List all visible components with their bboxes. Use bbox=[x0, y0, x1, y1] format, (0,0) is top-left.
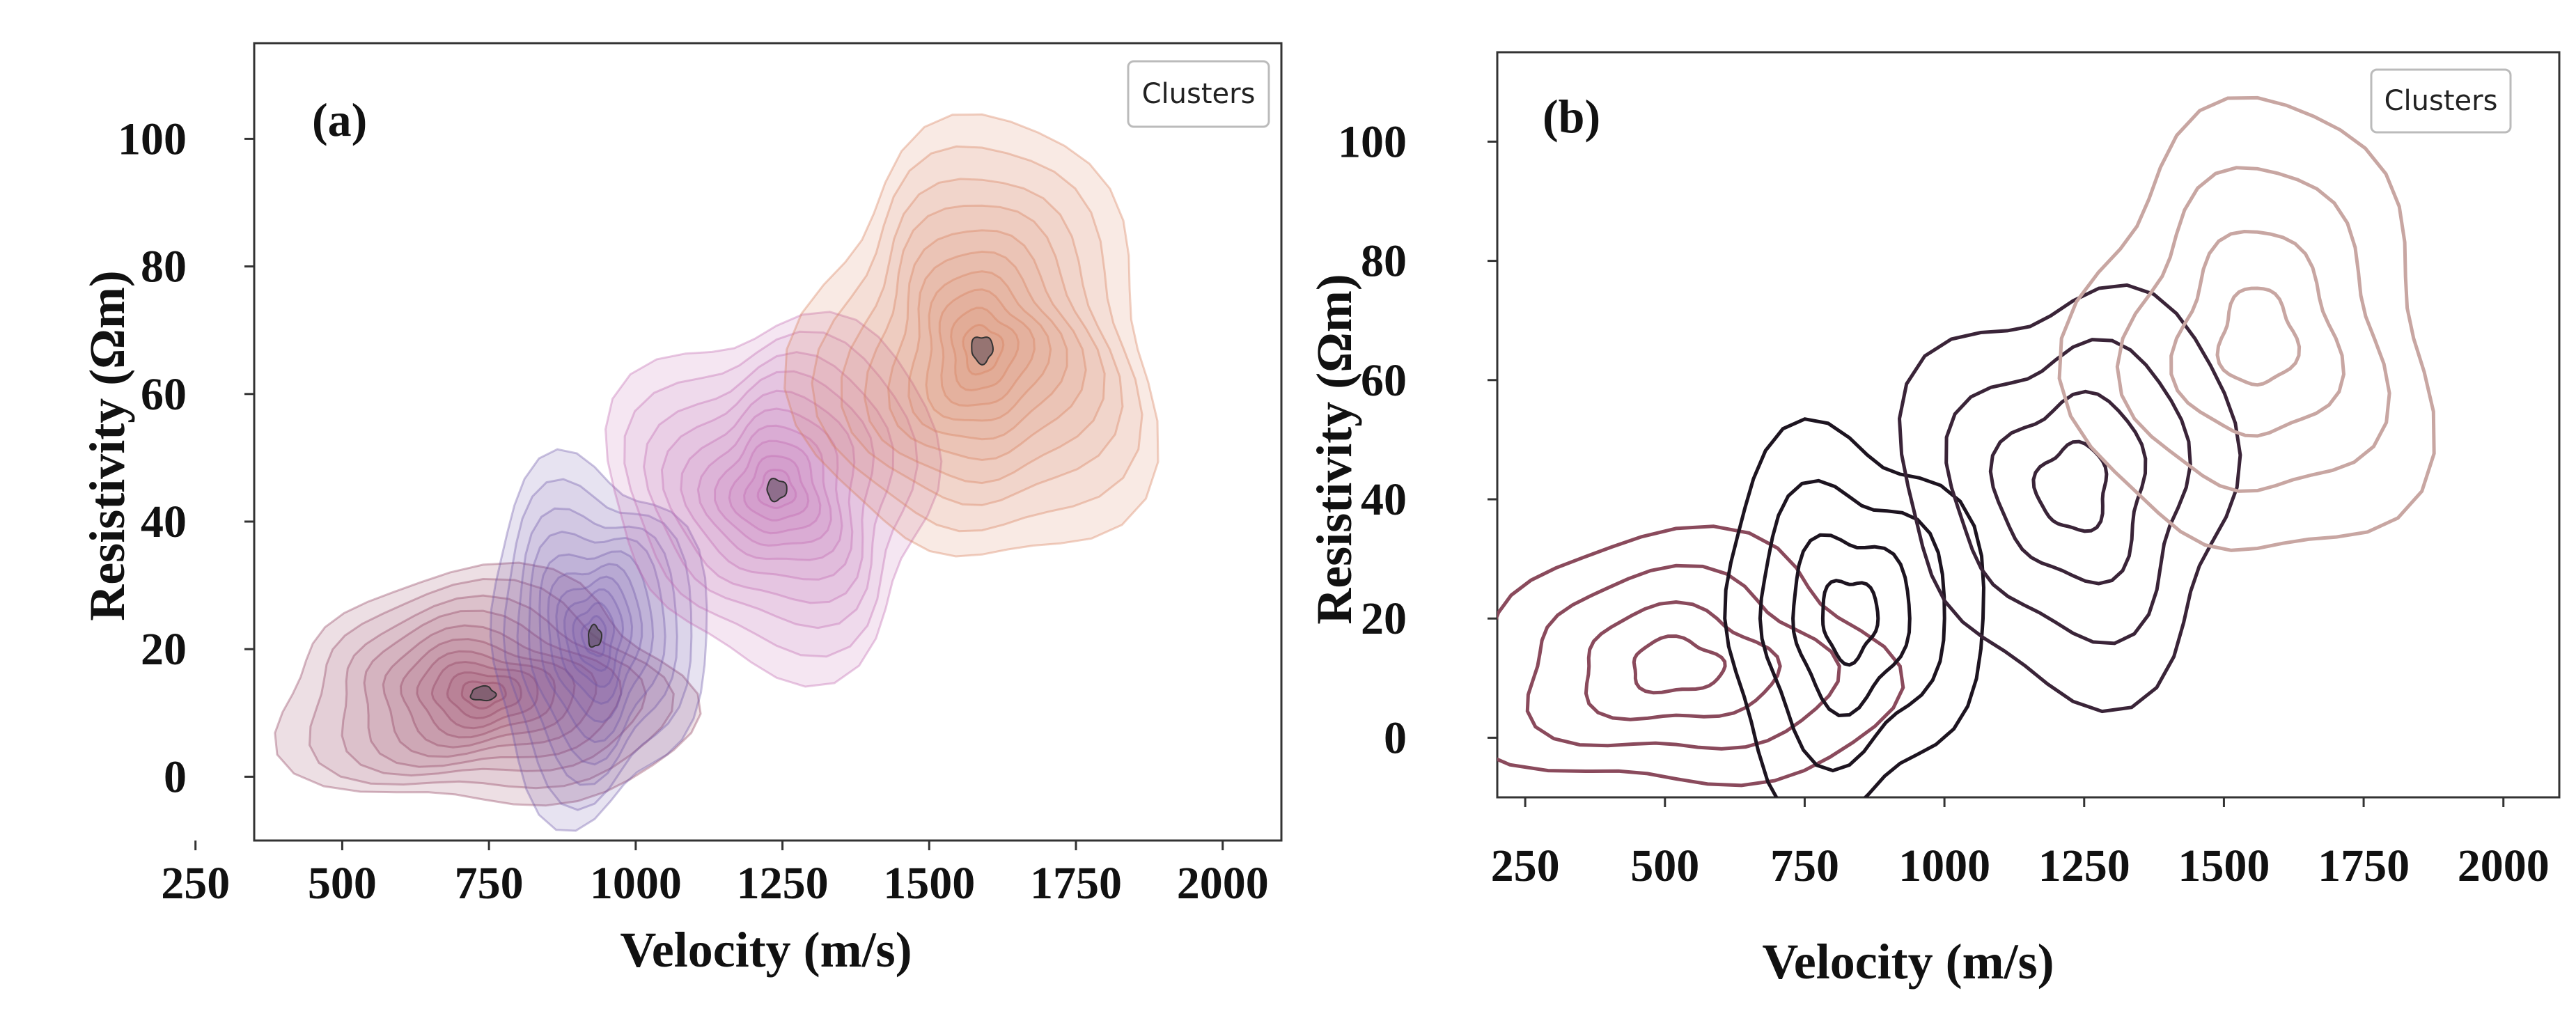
x-tick-label: 1000 bbox=[590, 858, 682, 909]
x-tick-label: 750 bbox=[1770, 841, 1839, 891]
x-tick-label: 1000 bbox=[1898, 841, 1990, 891]
x-tick-label: 500 bbox=[1630, 841, 1699, 891]
x-tick-label: 500 bbox=[308, 858, 377, 909]
chart-b-y-ticks: 0 20 40 60 80 100 bbox=[1338, 116, 1497, 763]
contour-peak bbox=[971, 336, 994, 366]
chart-a-y-ticks: 0 20 40 60 80 100 bbox=[118, 114, 254, 802]
chart-a-x-ticks: 250 500 750 1000 1250 1500 1750 2000 bbox=[161, 841, 1269, 909]
y-tick-label: 100 bbox=[1338, 116, 1407, 167]
y-tick-label: 80 bbox=[1361, 236, 1407, 287]
x-tick-label: 1500 bbox=[883, 858, 975, 909]
panel-a: 250 500 750 1000 1250 1500 1750 2000 0 20 40 60 80 1… bbox=[79, 42, 1283, 978]
y-tick-label: 0 bbox=[164, 751, 187, 802]
cluster-2-contours bbox=[489, 448, 708, 832]
y-tick-label: 80 bbox=[141, 242, 187, 292]
chart-b-plot-area bbox=[1497, 95, 2436, 797]
contour-level bbox=[2169, 229, 2346, 438]
panel-b: 250 500 750 1000 1250 1500 1750 2000 0 20 40 60 80 1… bbox=[1295, 0, 2576, 1016]
y-tick-label: 0 bbox=[1384, 712, 1407, 763]
chart-a-legend: Clusters bbox=[1127, 60, 1270, 128]
chart-b-svg: 250 500 750 1000 1250 1500 1750 2000 0 20 40 60 80 1… bbox=[1306, 51, 2561, 990]
contour-level bbox=[1632, 634, 1727, 695]
cluster-2-contours bbox=[1723, 417, 1986, 797]
x-tick-label: 250 bbox=[161, 858, 230, 909]
contour-level bbox=[1944, 338, 2192, 646]
contour-level bbox=[1584, 600, 1782, 721]
contour-level bbox=[1988, 389, 2148, 586]
cluster-4-contours bbox=[783, 113, 1160, 558]
y-tick-label: 60 bbox=[141, 369, 187, 420]
contour-level bbox=[1497, 524, 1905, 788]
contour-level bbox=[516, 507, 678, 786]
cluster-1-contours bbox=[1497, 524, 1905, 788]
cluster-1-contours bbox=[274, 561, 702, 807]
contour-level bbox=[1820, 579, 1880, 667]
contour-level bbox=[1525, 563, 1841, 751]
chart-b-legend: Clusters bbox=[2370, 68, 2512, 134]
y-tick-label: 100 bbox=[118, 114, 187, 164]
contour-level bbox=[363, 609, 623, 768]
contour-level bbox=[2115, 166, 2391, 493]
chart-b-y-axis-label: Resistivity (Ωm) bbox=[1306, 274, 1362, 625]
chart-a-frame bbox=[253, 42, 1283, 842]
contour-level bbox=[783, 113, 1160, 558]
contour-level bbox=[1791, 533, 1912, 717]
x-tick-label: 1250 bbox=[737, 858, 829, 909]
contour-level bbox=[528, 530, 666, 766]
chart-a-x-axis-label: Velocity (m/s) bbox=[620, 922, 912, 978]
contour-peak bbox=[587, 623, 602, 648]
contour-level bbox=[2215, 286, 2302, 387]
x-tick-label: 750 bbox=[455, 858, 524, 909]
chart-a-y-axis-label: Resistivity (Ωm) bbox=[79, 270, 135, 621]
y-tick-label: 20 bbox=[141, 624, 187, 675]
y-tick-label: 40 bbox=[141, 497, 187, 547]
x-tick-label: 1500 bbox=[2178, 841, 2270, 891]
x-tick-label: 1750 bbox=[1030, 858, 1122, 909]
y-tick-label: 40 bbox=[1361, 474, 1407, 525]
contour-level bbox=[274, 561, 702, 807]
y-tick-label: 20 bbox=[1361, 593, 1407, 644]
contour-level bbox=[1758, 478, 1946, 773]
x-tick-label: 1250 bbox=[2038, 841, 2130, 891]
cluster-4-contours bbox=[2057, 95, 2436, 552]
chart-b-panel-label: (b) bbox=[1543, 90, 1600, 143]
contour-level bbox=[2057, 95, 2436, 552]
contour-peak bbox=[469, 685, 497, 702]
y-tick-label: 60 bbox=[1361, 355, 1407, 406]
chart-b-x-ticks: 250 500 750 1000 1250 1500 1750 2000 bbox=[1491, 797, 2550, 891]
chart-a-svg: 250 500 750 1000 1250 1500 1750 2000 0 20 40 60 80 1… bbox=[79, 42, 1283, 978]
x-tick-label: 1750 bbox=[2318, 841, 2410, 891]
x-tick-label: 250 bbox=[1491, 841, 1560, 891]
x-tick-label: 2000 bbox=[1177, 858, 1269, 909]
chart-a-panel-label: (a) bbox=[312, 93, 367, 146]
contour-level bbox=[341, 594, 648, 777]
chart-a-legend-title: Clusters bbox=[1142, 78, 1256, 110]
chart-b-x-axis-label: Velocity (m/s) bbox=[1762, 934, 2054, 990]
chart-a-plot-area bbox=[274, 113, 1160, 832]
x-tick-label: 2000 bbox=[2458, 841, 2550, 891]
contour-level bbox=[1897, 283, 2242, 714]
cluster-3-contours bbox=[604, 311, 943, 688]
contour-level bbox=[538, 550, 655, 744]
chart-b-legend-title: Clusters bbox=[2384, 85, 2498, 117]
contour-level bbox=[308, 577, 675, 790]
contour-peak bbox=[766, 477, 788, 503]
